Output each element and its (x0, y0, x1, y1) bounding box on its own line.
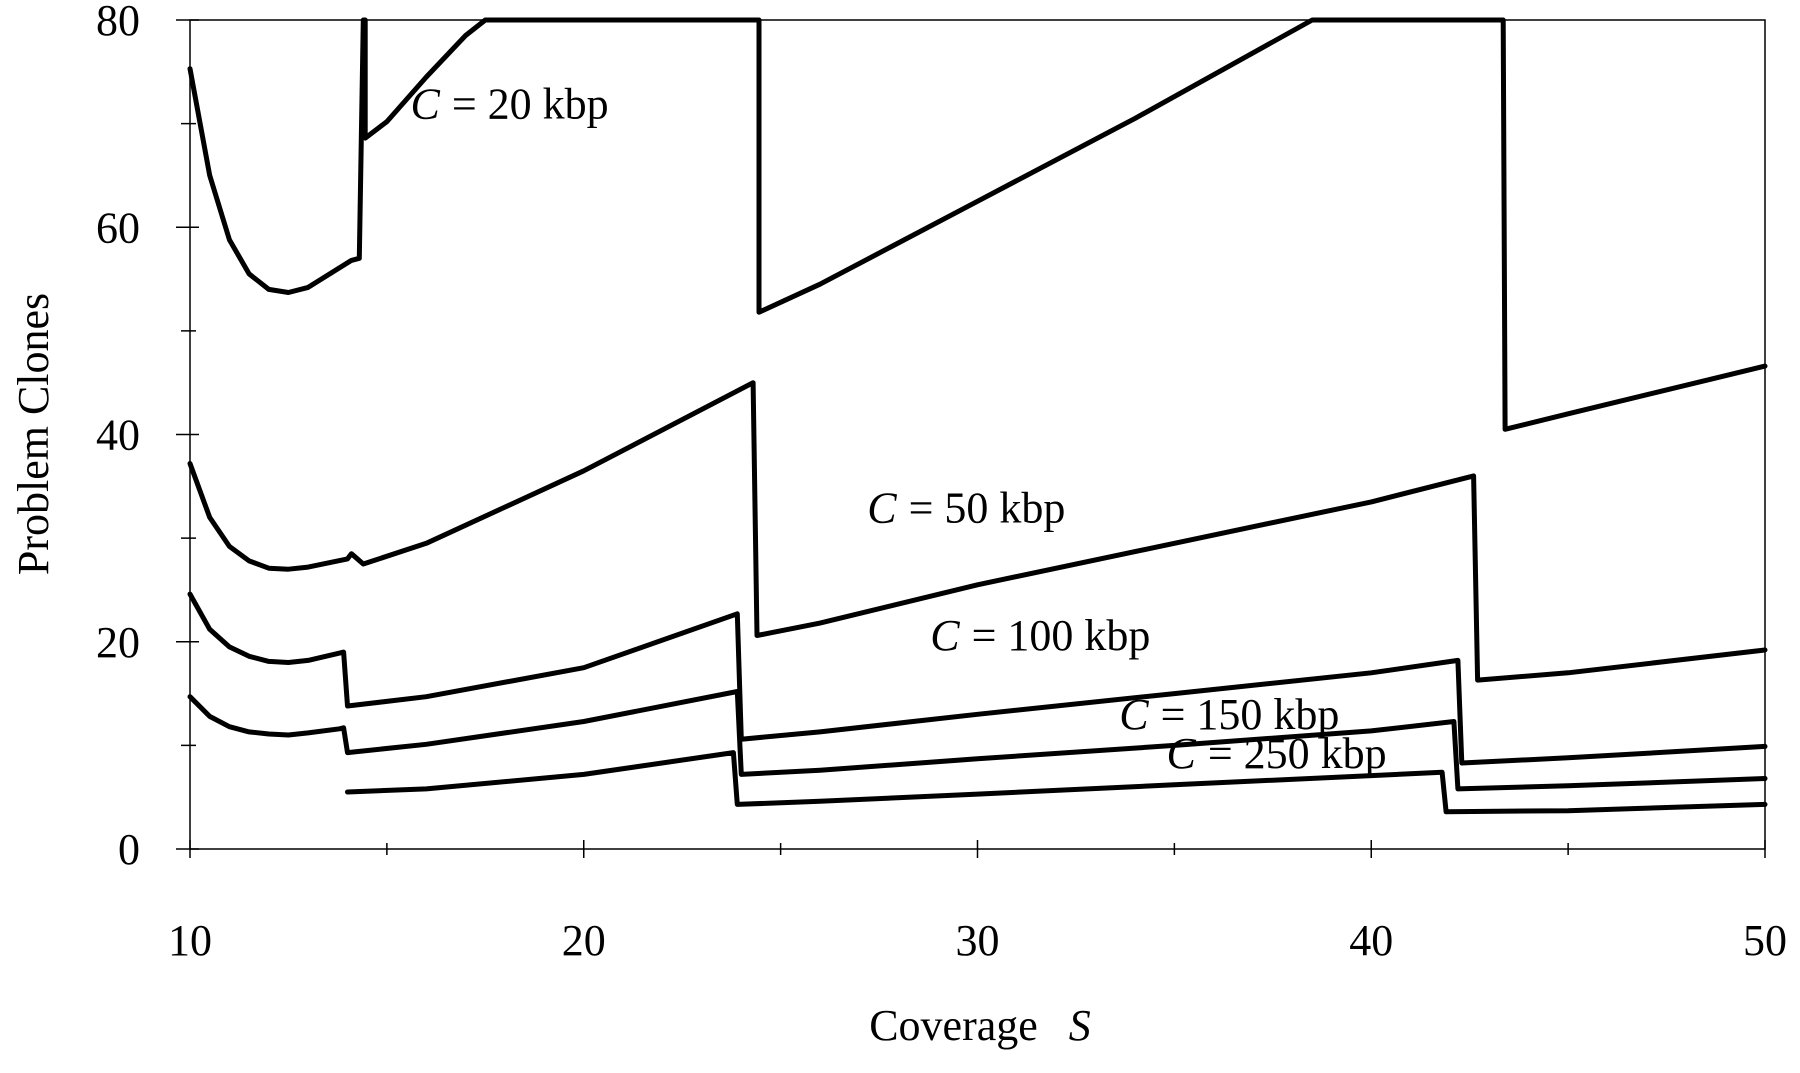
series-line-1 (187, 380, 1768, 683)
series-line-4 (345, 750, 1768, 815)
series-label-symbol: C (1167, 729, 1197, 778)
x-tick-label: 10 (168, 916, 212, 965)
y-tick-label: 60 (96, 203, 140, 252)
tick-marks (176, 19, 1766, 858)
y-tick-label: 0 (118, 825, 140, 874)
series-line-2 (187, 591, 1768, 766)
x-axis-title: Coverage S (869, 1001, 1091, 1050)
y-tick-label: 40 (96, 411, 140, 460)
y-axis-title: Problem Clones (9, 293, 58, 575)
y-tick-label: 20 (96, 618, 140, 667)
series-line-0 (187, 17, 1768, 432)
x-tick-label: 50 (1743, 916, 1787, 965)
series-label-symbol: C (867, 484, 897, 533)
x-tick-label: 20 (562, 916, 606, 965)
series-label-text: = 150 kbp (1161, 690, 1340, 739)
tick-labels: 10 20 30 40 50 0 20 40 60 80 (96, 0, 1787, 965)
y-tick-label: 80 (96, 0, 140, 45)
x-tick-label: 30 (956, 916, 1000, 965)
plot-frame (189, 19, 1766, 850)
series-label-4: C = 250 kbp (1167, 729, 1387, 778)
series-label-text: = 50 kbp (909, 484, 1066, 533)
series-label-text: = 250 kbp (1208, 729, 1387, 778)
series-label-text: = 20 kbp (452, 79, 609, 128)
series-label-text: = 100 kbp (972, 611, 1151, 660)
series-label-0: C = 20 kbp (411, 79, 609, 128)
series-label-symbol: C (411, 79, 441, 128)
series-label-3: C = 150 kbp (1119, 690, 1339, 739)
series-line-3 (187, 689, 1768, 792)
series-label-symbol: C (930, 611, 960, 660)
x-tick-label: 40 (1349, 916, 1393, 965)
series-label-symbol: C (1119, 690, 1149, 739)
series-label-1: C = 50 kbp (867, 484, 1065, 533)
series-lines (187, 17, 1768, 815)
series-label-2: C = 100 kbp (930, 611, 1150, 660)
